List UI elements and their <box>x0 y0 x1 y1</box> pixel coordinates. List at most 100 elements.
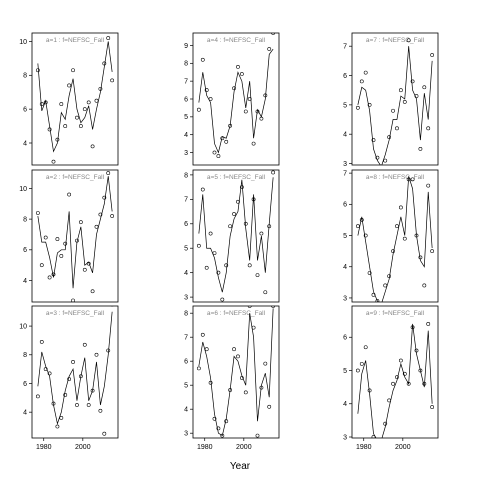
y-tick-label: 10 <box>19 186 27 193</box>
y-tick-label: 9 <box>184 43 188 50</box>
point <box>216 270 221 275</box>
point <box>200 57 205 62</box>
y-tick-label: 5 <box>343 233 347 240</box>
point <box>363 233 368 238</box>
point <box>90 289 95 294</box>
point <box>355 224 360 229</box>
panel-frame <box>31 32 119 166</box>
point <box>271 33 276 35</box>
point <box>239 185 244 190</box>
point <box>267 404 272 409</box>
line <box>198 48 274 154</box>
point <box>375 299 380 302</box>
point <box>82 107 87 112</box>
y-tick-label: 6 <box>184 221 188 228</box>
point <box>200 332 205 337</box>
y-tick-label: 3 <box>184 295 188 302</box>
point <box>426 322 431 326</box>
point <box>39 339 44 344</box>
panel-title: a=4 : f=NEFSC_Fall <box>207 37 266 44</box>
point <box>243 109 248 114</box>
point <box>94 98 99 103</box>
plot-area <box>35 306 114 436</box>
panel-frame <box>351 169 439 303</box>
y-tick-label: 7 <box>343 171 347 178</box>
point <box>200 187 205 192</box>
point <box>418 368 423 373</box>
line <box>37 311 113 425</box>
point <box>395 224 399 229</box>
y-tick-label: 7 <box>184 197 188 204</box>
point <box>391 381 395 386</box>
point <box>271 306 276 308</box>
y-tick-label: 6 <box>343 335 347 342</box>
x-axis-label: Year <box>230 461 251 472</box>
point <box>271 170 276 175</box>
point <box>355 105 360 110</box>
point <box>67 192 72 197</box>
y-tick-label: 3 <box>184 431 188 438</box>
point <box>247 263 252 268</box>
point <box>236 199 240 204</box>
point <box>71 298 75 302</box>
point <box>224 263 229 268</box>
y-tick-label: 4 <box>184 270 188 277</box>
y-tick-label: 3 <box>184 150 188 157</box>
y-tick-label: 5 <box>184 114 188 121</box>
x-tick-label: 1980 <box>197 444 213 451</box>
point <box>402 236 407 241</box>
point <box>363 345 368 350</box>
point <box>78 220 83 225</box>
y-tick-label: 8 <box>184 311 188 318</box>
y-tick-label: 4 <box>23 278 27 285</box>
point <box>383 158 388 163</box>
point <box>236 354 240 359</box>
point <box>55 237 60 241</box>
point <box>255 433 260 438</box>
point <box>367 271 372 275</box>
point <box>367 102 372 107</box>
y-tick-label: 5 <box>343 102 347 109</box>
point <box>212 150 217 155</box>
point <box>430 405 435 409</box>
x-tick-label: 1980 <box>36 444 52 451</box>
point <box>43 235 48 240</box>
y-tick-label: 4 <box>23 140 27 147</box>
y-tick-label: 5 <box>184 383 188 390</box>
point <box>395 126 399 131</box>
y-tick-label: 6 <box>23 381 27 388</box>
point <box>39 263 44 268</box>
point <box>204 88 209 92</box>
point <box>208 231 213 236</box>
point <box>82 267 87 272</box>
point <box>228 224 233 229</box>
point <box>430 53 435 57</box>
point <box>102 195 107 200</box>
x-tick-label: 2000 <box>75 444 91 451</box>
plot-area <box>355 322 435 445</box>
point <box>35 394 40 399</box>
point <box>110 214 115 218</box>
x-tick-label: 1980 <box>356 444 372 451</box>
y-tick-label: 7 <box>184 335 188 342</box>
y-tick-label: 10 <box>19 39 27 46</box>
point <box>422 283 427 288</box>
point <box>216 154 221 158</box>
point <box>376 442 379 445</box>
point <box>232 347 236 352</box>
point <box>430 249 435 254</box>
point <box>359 361 364 366</box>
panel-frame <box>351 305 439 439</box>
point <box>398 358 403 363</box>
point <box>59 416 64 420</box>
point <box>380 168 383 171</box>
y-tick-label: 5 <box>343 368 347 375</box>
point <box>220 297 225 302</box>
line <box>357 176 433 302</box>
line <box>198 177 274 293</box>
plot-area <box>196 170 276 302</box>
point <box>110 306 114 307</box>
point <box>82 342 87 347</box>
y-tick-label: 6 <box>343 73 347 80</box>
